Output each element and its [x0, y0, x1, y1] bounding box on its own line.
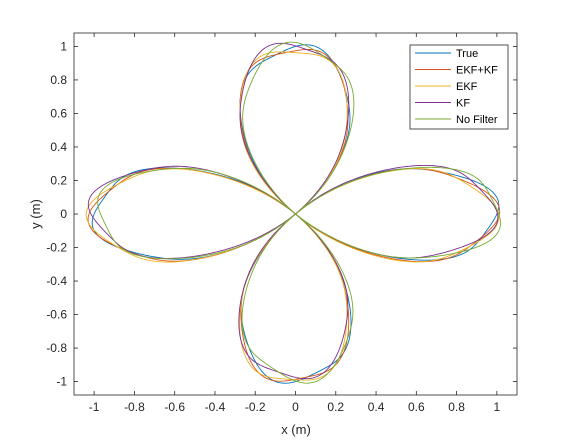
legend-box — [409, 44, 509, 130]
x-tick-label: -0.4 — [205, 400, 226, 414]
series-group — [85, 41, 501, 384]
y-tick-label: 1 — [60, 39, 67, 53]
y-tick-label: -0.6 — [46, 308, 67, 322]
y-tick-label: 0 — [60, 207, 67, 221]
legend-label: No Filter — [456, 114, 498, 126]
x-tick-label: 0.2 — [327, 400, 344, 414]
y-tick-label: -1 — [56, 375, 67, 389]
x-tick-label: 0.6 — [408, 400, 425, 414]
x-axis-label: x (m) — [281, 422, 311, 437]
legend: True EKF+KF EKF KF No Filter — [409, 44, 509, 130]
x-axis: -1 -0.8 -0.6 -0.4 -0.2 0 0.2 0.4 0.6 0.8 1 — [89, 33, 501, 414]
y-tick-label: 0.4 — [50, 140, 67, 154]
legend-label: EKF+KF — [456, 65, 498, 77]
legend-label: True — [456, 48, 478, 60]
legend-label: KF — [456, 98, 470, 110]
x-tick-label: 0.8 — [448, 400, 465, 414]
series-line-kf — [87, 42, 499, 380]
x-tick-label: -0.2 — [245, 400, 266, 414]
y-tick-label: 0.8 — [50, 73, 67, 87]
y-axis-label: y (m) — [28, 199, 43, 229]
x-tick-label: 0.4 — [368, 400, 385, 414]
y-tick-label: 0.2 — [50, 173, 67, 187]
x-tick-label: 0 — [292, 400, 299, 414]
x-tick-label: -1 — [89, 400, 100, 414]
series-line-no-filter — [97, 41, 501, 384]
y-tick-label: -0.4 — [46, 274, 67, 288]
legend-label: EKF — [456, 81, 478, 93]
x-tick-label: 1 — [494, 400, 501, 414]
y-tick-label: 0.6 — [50, 106, 67, 120]
x-tick-label: -0.8 — [124, 400, 145, 414]
y-tick-label: -0.8 — [46, 341, 67, 355]
x-tick-label: -0.6 — [164, 400, 185, 414]
y-tick-label: -0.2 — [46, 241, 67, 255]
y-axis: -1 -0.8 -0.6 -0.4 -0.2 0 0.2 0.4 0.6 0.8 1 — [46, 39, 517, 389]
